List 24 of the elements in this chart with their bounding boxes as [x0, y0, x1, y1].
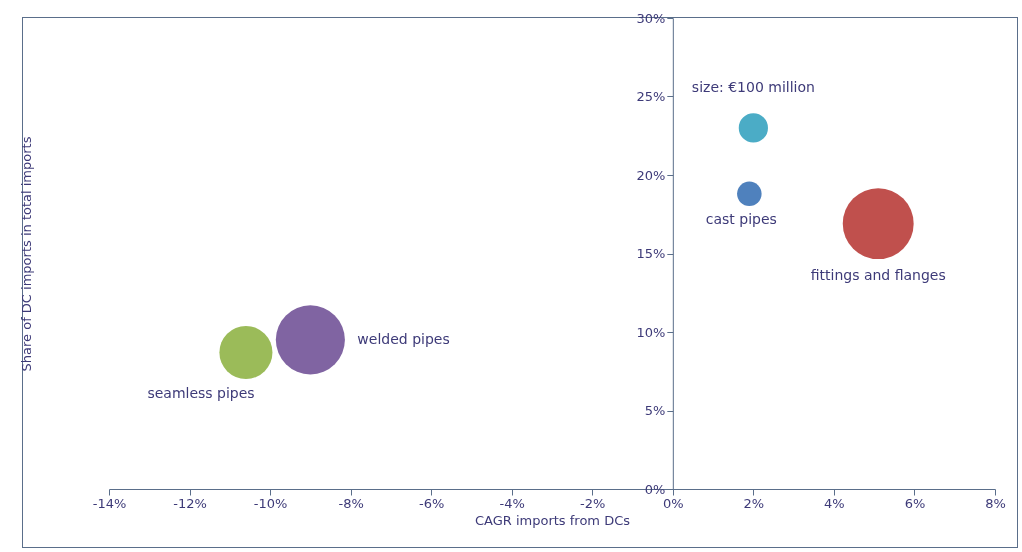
- x-tick-label: 8%: [985, 495, 1006, 511]
- y-tick-label: 25%: [636, 89, 666, 104]
- x-tick-label: 4%: [824, 495, 845, 511]
- x-tick-label: 0%: [663, 495, 684, 511]
- y-tick-label: 10%: [636, 324, 666, 340]
- series-label: cast pipes: [705, 210, 777, 227]
- x-tick-label: 6%: [904, 495, 926, 511]
- annotation: size: €100 million: [691, 78, 815, 95]
- x-tick-label: -10%: [253, 495, 288, 511]
- series-label: fittings and flanges: [810, 266, 946, 283]
- x-tick-label: -2%: [580, 495, 606, 511]
- x-tick-label: -14%: [92, 495, 127, 511]
- series-label: welded pipes: [357, 330, 450, 347]
- x-tick-label: -6%: [419, 495, 445, 511]
- x-tick-label: -12%: [173, 495, 207, 511]
- x-tick-label: -8%: [338, 495, 364, 511]
- y-tick-label: 15%: [636, 246, 666, 261]
- x-tick-label: -4%: [499, 495, 525, 511]
- y-axis-title: Share of DC imports in total imports: [18, 136, 34, 372]
- y-tick-label: 20%: [636, 167, 666, 183]
- series-label: seamless pipes: [147, 385, 255, 402]
- x-axis-title: CAGR imports from DCs: [474, 512, 631, 528]
- x-tick-label: 2%: [743, 495, 765, 511]
- y-tick-label: 5%: [644, 403, 666, 418]
